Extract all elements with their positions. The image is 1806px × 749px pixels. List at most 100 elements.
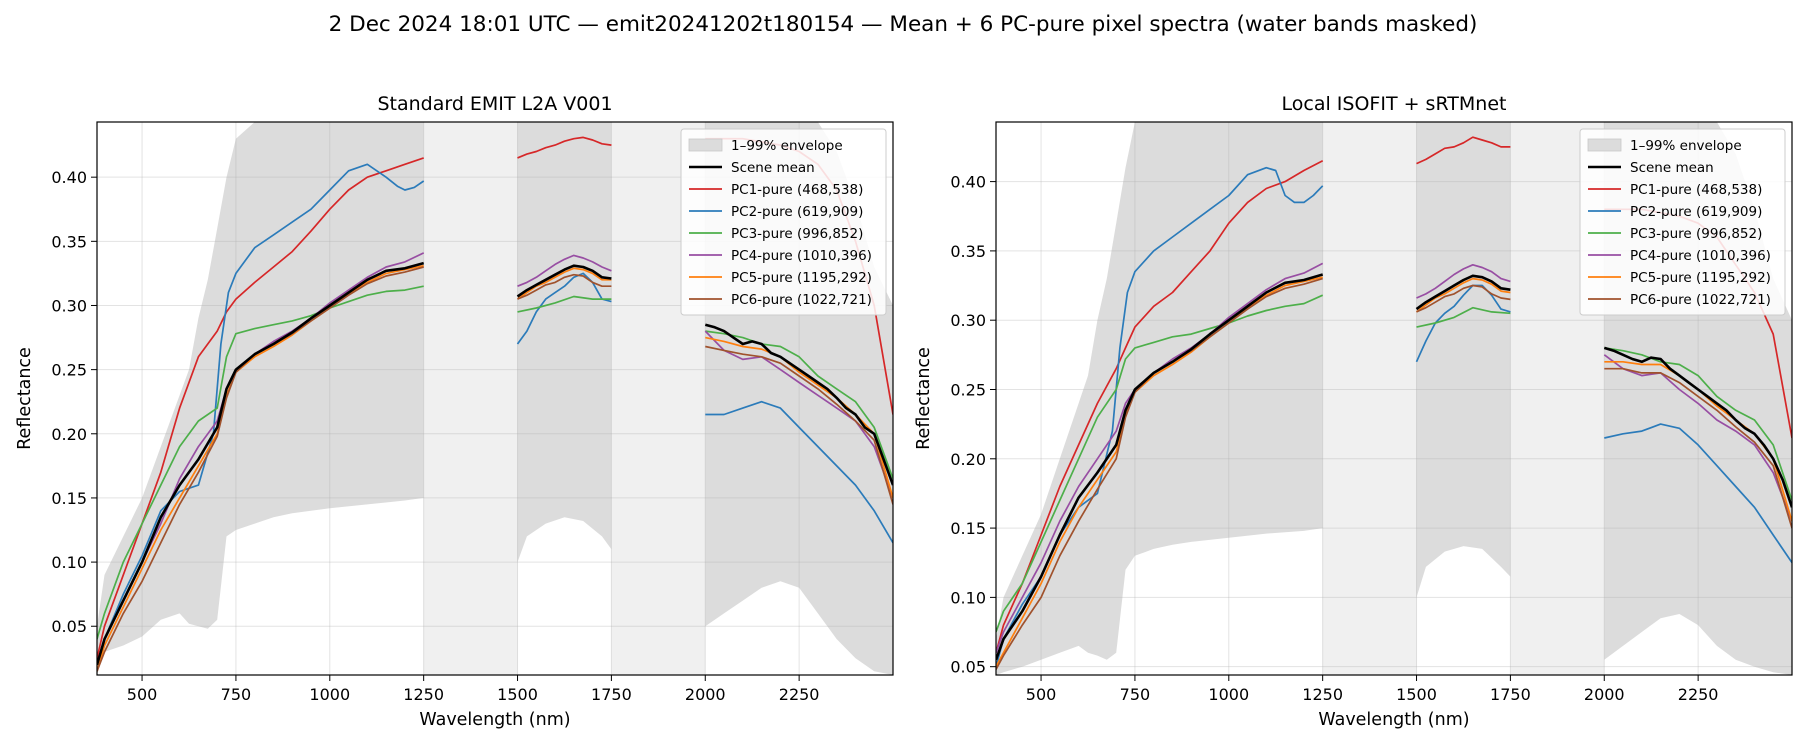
x-tick-label: 750 xyxy=(1120,685,1151,704)
legend-box xyxy=(680,128,887,316)
series-line-PC3-0 xyxy=(996,294,1324,633)
series-line-PC3-2 xyxy=(705,330,893,479)
series-line-PC4-1 xyxy=(1416,263,1511,299)
y-tick-label: 0.20 xyxy=(950,450,986,469)
legend-label: PC6-pure (1022,721) xyxy=(1630,292,1771,308)
series-line-PC5-0 xyxy=(996,276,1323,668)
x-tick-label: 2000 xyxy=(1584,685,1625,704)
masked-band-0 xyxy=(1322,122,1417,675)
envelope-segment-1 xyxy=(517,122,612,563)
y-tick-label: 0.25 xyxy=(51,361,87,380)
x-tick-label: 1000 xyxy=(1208,685,1249,704)
x-tick-label: 1500 xyxy=(1396,685,1437,704)
series-line-mean-0 xyxy=(97,261,425,666)
y-tick-label: 0.20 xyxy=(51,425,87,444)
series-line-PC6-1 xyxy=(1416,284,1511,313)
y-tick-label: 0.40 xyxy=(51,168,87,187)
series-line-PC4-2 xyxy=(1603,354,1792,522)
series-line-PC6-1 xyxy=(517,273,612,300)
series-line-PC3-0 xyxy=(97,285,424,640)
legend-label: PC3-pure (996,852) xyxy=(1630,226,1762,242)
x-tick-label: 2250 xyxy=(779,685,820,704)
x-tick-label: 2250 xyxy=(1678,685,1719,704)
series-line-mean-1 xyxy=(516,264,612,298)
y-tick-label: 0.30 xyxy=(51,296,87,315)
y-tick-label: 0.15 xyxy=(950,519,986,538)
legend-label: Scene mean xyxy=(1630,160,1714,176)
y-tick-label: 0.10 xyxy=(950,588,986,607)
y-tick-label: 0.25 xyxy=(950,380,986,399)
legend-label: 1–99% envelope xyxy=(1630,138,1742,154)
series-line-PC1-0 xyxy=(97,157,424,659)
y-tick-label: 0.05 xyxy=(950,658,986,677)
x-tick-label: 1750 xyxy=(1490,685,1531,704)
series-line-PC5-1 xyxy=(1415,277,1511,313)
x-tick-label: 1500 xyxy=(497,685,538,704)
x-axis-label: Wavelength (nm) xyxy=(1318,710,1469,730)
series-PC3 xyxy=(996,294,1792,633)
legend-label: PC1-pure (468,538) xyxy=(1630,182,1762,198)
series-mean xyxy=(97,261,893,666)
legend-label: PC2-pure (619,909) xyxy=(731,204,863,220)
x-tick-label: 500 xyxy=(1026,685,1057,704)
legend-label: PC1-pure (468,538) xyxy=(731,182,863,198)
series-line-PC2-1 xyxy=(516,272,612,345)
figure-suptitle: 2 Dec 2024 18:01 UTC — emit20241202t1801… xyxy=(329,12,1478,37)
legend-label: PC6-pure (1022,721) xyxy=(731,292,872,308)
y-tick-label: 0.10 xyxy=(51,553,87,572)
panel-title: Standard EMIT L2A V001 xyxy=(377,93,612,115)
series-PC3 xyxy=(97,285,893,640)
legend-label: PC4-pure (1010,396) xyxy=(731,248,872,264)
series-line-mean-2 xyxy=(704,323,893,486)
legend-label: PC4-pure (1010,396) xyxy=(1630,248,1771,264)
y-tick-label: 0.40 xyxy=(950,173,986,192)
panel-title: Local ISOFIT + sRTMnet xyxy=(1282,93,1507,115)
series-PC2 xyxy=(97,163,893,665)
masked-band-0 xyxy=(423,122,518,675)
series-line-PC3-1 xyxy=(1416,306,1511,328)
series-line-mean-2 xyxy=(1603,346,1792,508)
y-tick-label: 0.30 xyxy=(950,311,986,330)
panel-local-isofit: 500 750 1000 1250 1500 1750 2000 2250 0.05 0.10 0.… xyxy=(914,93,1793,730)
series-line-PC1-1 xyxy=(1416,136,1511,165)
series-mean xyxy=(996,273,1792,661)
x-tick-label: 1750 xyxy=(591,685,632,704)
x-tick-label: 1000 xyxy=(309,685,350,704)
y-axis-label: Reflectance xyxy=(914,347,934,450)
legend: 1–99% envelope Scene mean PC1-pure (468,53… xyxy=(1579,128,1786,316)
series-line-PC4-2 xyxy=(704,330,893,499)
series-line-PC4-1 xyxy=(517,254,612,287)
x-tick-label: 1250 xyxy=(1302,685,1343,704)
y-tick-label: 0.15 xyxy=(51,489,87,508)
axes-frame xyxy=(995,121,1793,676)
y-axis-label: Reflectance xyxy=(15,347,35,450)
series-line-PC1-1 xyxy=(517,136,612,159)
series-line-PC2-1 xyxy=(1415,284,1511,363)
series-line-PC5-1 xyxy=(517,267,612,300)
series-line-mean-1 xyxy=(1415,274,1511,311)
x-axis-label: Wavelength (nm) xyxy=(419,710,570,730)
series-line-PC5-0 xyxy=(97,264,424,672)
legend-label: 1–99% envelope xyxy=(731,138,843,154)
envelope-segment-0 xyxy=(996,122,1323,675)
series-line-PC2-2 xyxy=(705,400,893,544)
series-line-PC2-0 xyxy=(97,163,425,665)
legend-label: PC5-pure (1195,292) xyxy=(731,270,872,286)
series-line-PC6-2 xyxy=(705,345,893,505)
y-tick-label: 0.05 xyxy=(51,617,87,636)
series-line-PC6-2 xyxy=(1604,367,1792,529)
series-line-PC3-2 xyxy=(1604,347,1792,501)
legend-swatch-envelope xyxy=(688,138,723,152)
legend: 1–99% envelope Scene mean PC1-pure (468,53… xyxy=(680,128,887,316)
x-tick-label: 1250 xyxy=(403,685,444,704)
panel-standard-emit: 500 750 1000 1250 1500 1750 2000 2250 0.05 0.10 0.… xyxy=(15,93,894,730)
y-tick-label: 0.35 xyxy=(950,242,986,261)
envelope-segment-0 xyxy=(97,122,424,675)
series-line-mean-0 xyxy=(996,273,1324,661)
envelope-segment-1 xyxy=(1416,122,1511,598)
legend-label: PC5-pure (1195,292) xyxy=(1630,270,1771,286)
series-line-PC2-2 xyxy=(1604,423,1792,564)
legend-label: Scene mean xyxy=(731,160,815,176)
series-line-PC1-0 xyxy=(996,160,1324,654)
